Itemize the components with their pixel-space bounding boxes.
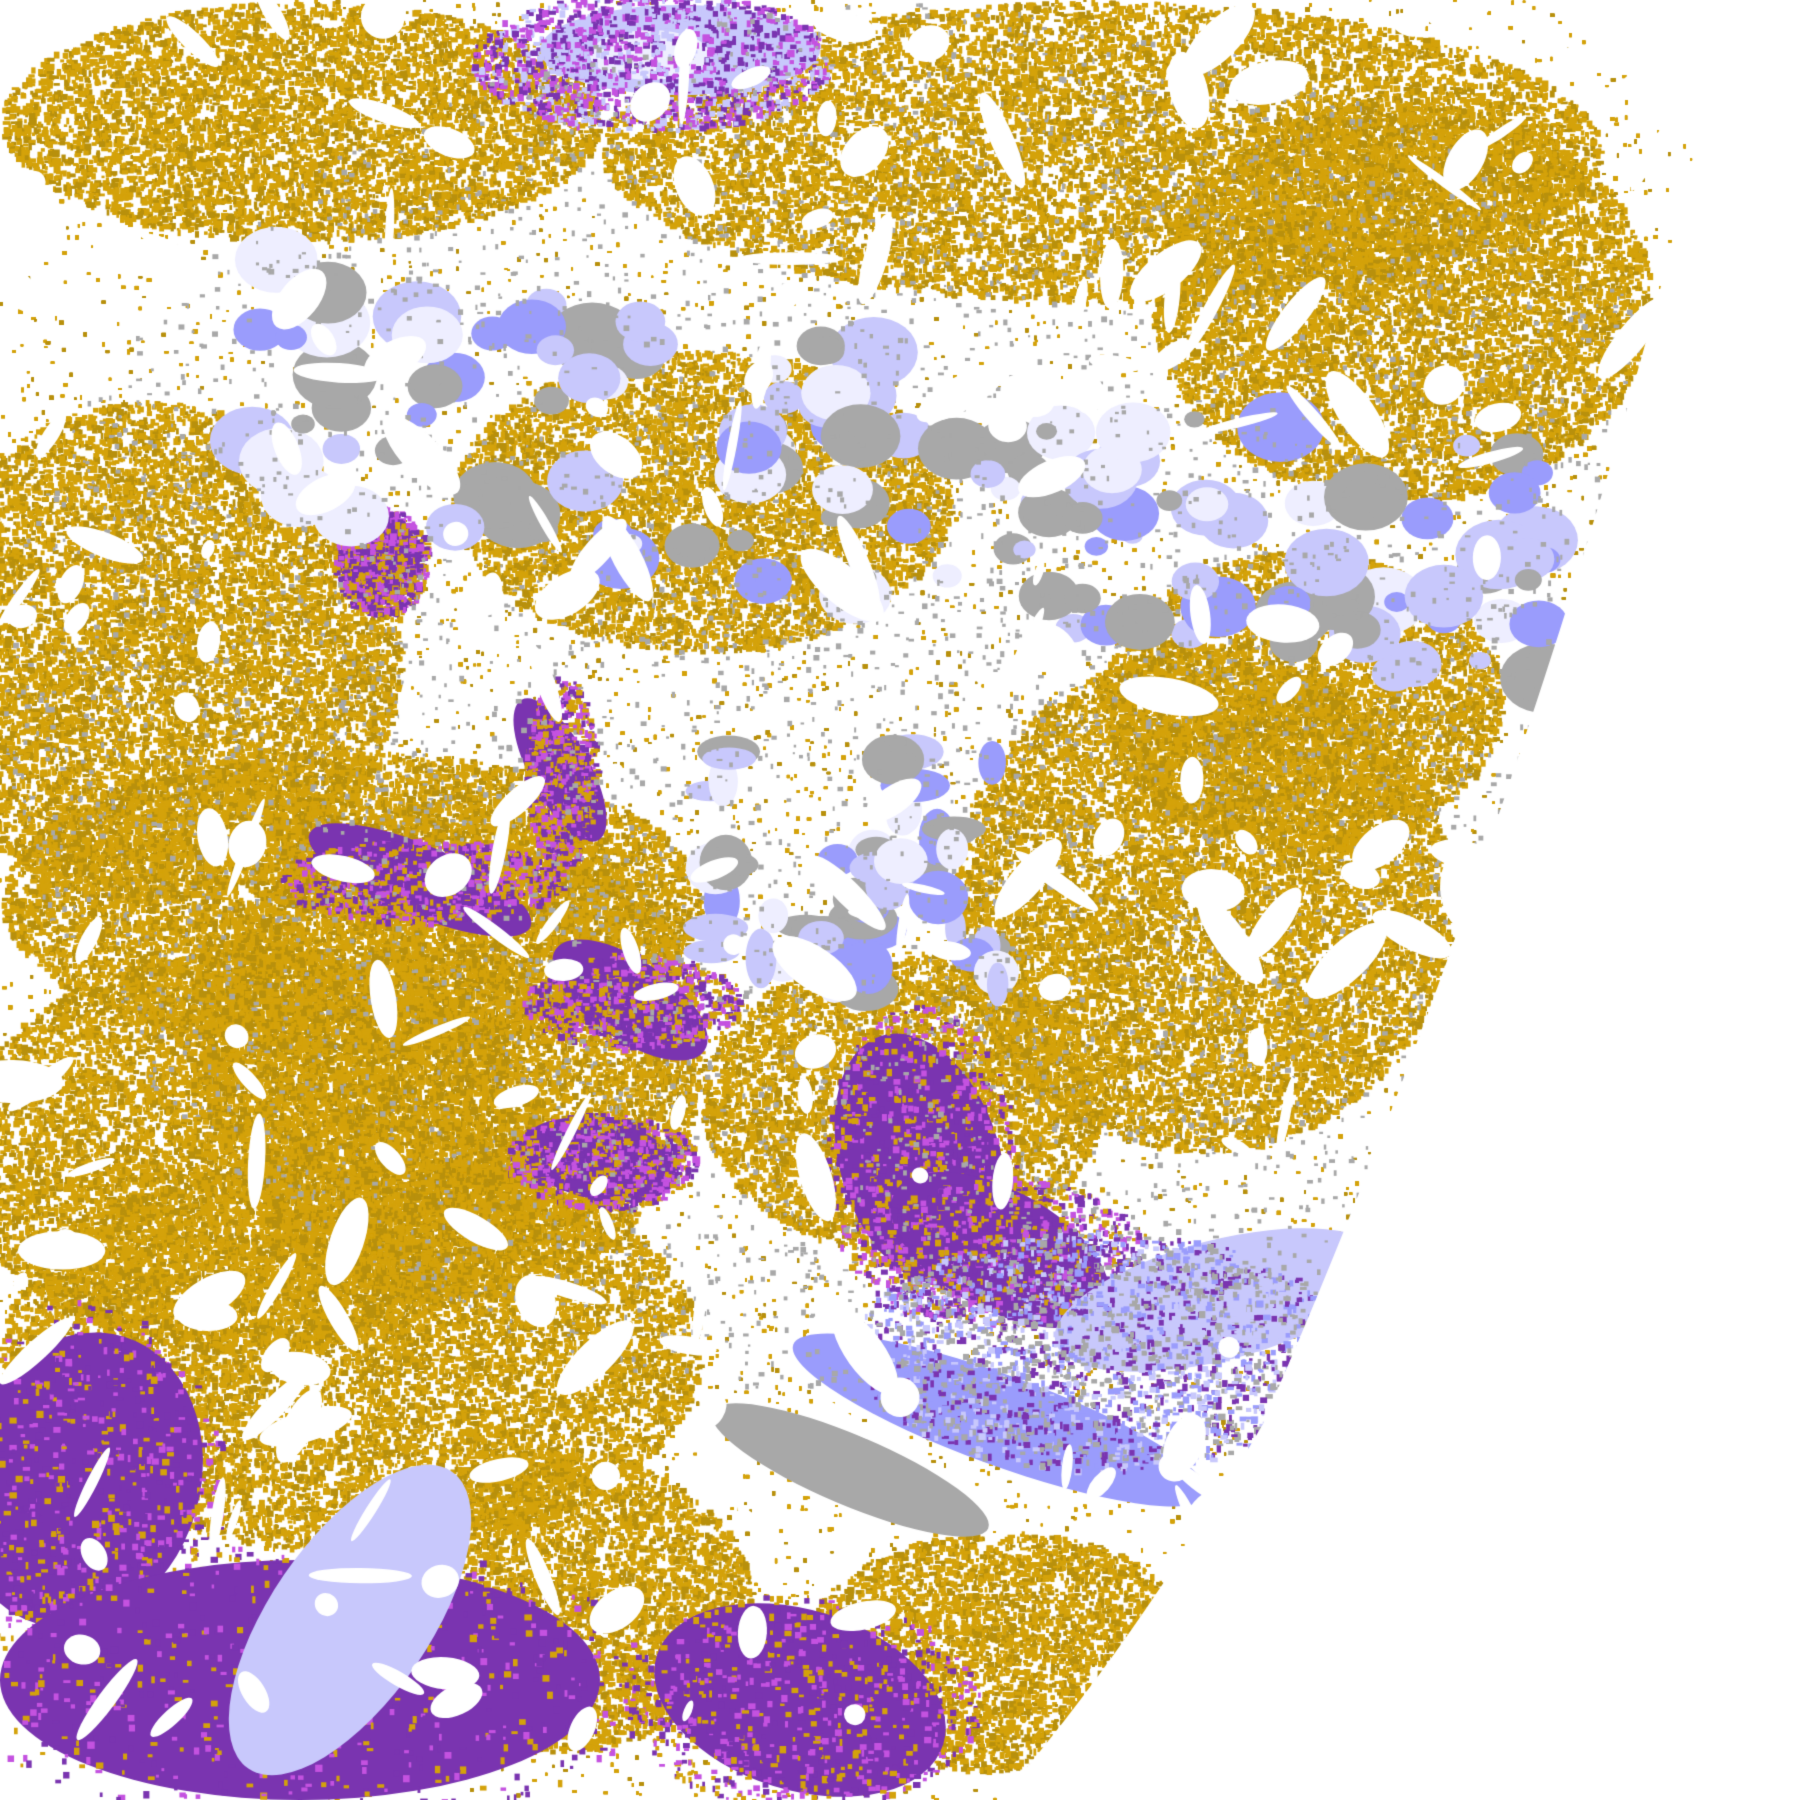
satellite-cloud-map: [0, 0, 1800, 1800]
